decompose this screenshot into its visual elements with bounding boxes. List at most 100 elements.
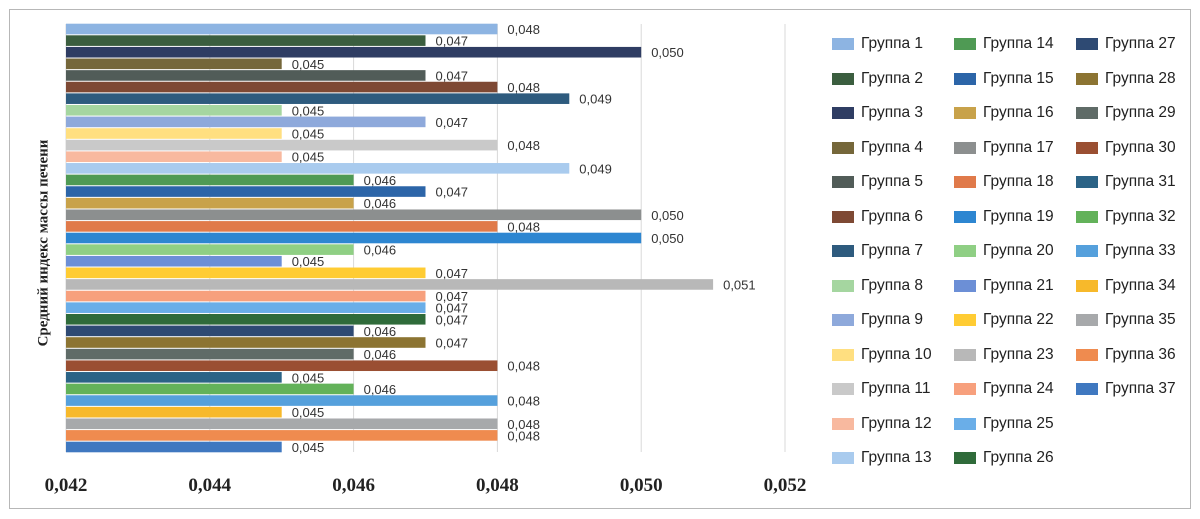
legend-swatch	[954, 417, 976, 430]
legend-swatch	[954, 279, 976, 292]
legend-item: Группа 8	[832, 269, 954, 304]
legend: Группа 1 Группа 2 Группа 3 Группа 4 Группа 5…	[832, 27, 1192, 507]
legend-swatch	[832, 417, 854, 430]
bar-value-label: 0,047	[436, 185, 469, 200]
legend-item: Группа 15	[954, 62, 1076, 97]
legend-swatch	[832, 38, 854, 51]
legend-swatch	[832, 245, 854, 258]
legend-item: Группа 9	[832, 303, 954, 338]
chart-frame: 0,048 0,047 0,050 0,045 0,047 0,048 0,049 0,045…	[9, 9, 1191, 509]
bar-value-label: 0,047	[436, 68, 469, 83]
bar-chart-plot: 0,048 0,047 0,050 0,045 0,047 0,048 0,049 0,045…	[45, 22, 807, 496]
bar-25	[66, 302, 426, 313]
legend-item: Группа 21	[954, 269, 1076, 304]
legend-item: Группа 25	[954, 407, 1076, 442]
legend-item: Группа 7	[832, 234, 954, 269]
bar-value-label: 0,045	[292, 405, 325, 420]
bar-6	[66, 81, 498, 93]
bar-value-label: 0,047	[436, 312, 469, 327]
legend-label: Группа 13	[861, 449, 932, 467]
legend-item: Группа 14	[954, 27, 1076, 62]
legend-label: Группа 14	[983, 35, 1054, 53]
legend-item: Группа 2	[832, 62, 954, 97]
legend-label: Группа 22	[983, 311, 1054, 329]
legend-item: Группа 37	[1076, 372, 1192, 407]
bar-value-label: 0,046	[364, 243, 397, 258]
legend-item: Группа 30	[1076, 131, 1192, 166]
legend-label: Группа 1	[861, 35, 924, 53]
bar-7	[66, 93, 570, 104]
bar-10	[66, 128, 282, 139]
bar-value-label: 0,046	[364, 324, 397, 339]
legend-label: Группа 15	[983, 69, 1054, 87]
legend-label: Группа 36	[1105, 345, 1176, 363]
bar-11	[66, 139, 498, 151]
bar-22	[66, 267, 426, 279]
bar-32	[66, 383, 354, 395]
legend-label: Группа 10	[861, 345, 932, 363]
legend-item: Группа 18	[954, 165, 1076, 200]
legend-label: Группа 6	[861, 207, 924, 225]
legend-item: Группа 35	[1076, 303, 1192, 338]
legend-swatch	[954, 348, 976, 361]
bar-value-label: 0,046	[364, 196, 397, 211]
legend-item: Группа 1	[832, 27, 954, 62]
bar-value-label: 0,046	[364, 382, 397, 397]
bar-3	[66, 46, 642, 58]
bar-15	[66, 186, 426, 197]
bar-value-label: 0,047	[436, 301, 469, 316]
bar-4	[66, 58, 282, 70]
bar-16	[66, 197, 354, 209]
bar-value-label: 0,050	[651, 208, 684, 223]
legend-label: Группа 8	[861, 276, 924, 294]
legend-label: Группа 24	[983, 380, 1054, 398]
bar-34	[66, 406, 282, 418]
bar-1	[66, 23, 498, 35]
bar-value-label: 0,048	[507, 394, 540, 409]
bar-value-label: 0,051	[723, 277, 756, 292]
bar-36	[66, 430, 498, 441]
bar-value-label: 0,049	[579, 92, 612, 107]
bar-value-label: 0,047	[436, 34, 469, 49]
legend-swatch	[1076, 210, 1098, 223]
bar-2	[66, 35, 426, 46]
legend-label: Группа 2	[861, 69, 924, 87]
y-axis-label: Средний индекс массы печени	[35, 139, 52, 347]
legend-label: Группа 3	[861, 104, 924, 122]
bar-value-label: 0,048	[507, 80, 540, 95]
x-tick-label: 0,046	[332, 475, 375, 496]
legend-swatch	[954, 176, 976, 189]
bar-8	[66, 104, 282, 116]
legend-swatch	[1076, 176, 1098, 189]
legend-item: Группа 16	[954, 96, 1076, 131]
bar-value-label: 0,046	[364, 173, 397, 188]
legend-label: Группа 7	[861, 242, 924, 260]
legend-label: Группа 19	[983, 207, 1054, 225]
legend-item: Группа 4	[832, 131, 954, 166]
bar-35	[66, 418, 498, 430]
legend-label: Группа 37	[1105, 380, 1176, 398]
legend-item: Группа 20	[954, 234, 1076, 269]
legend-swatch	[954, 245, 976, 258]
x-tick-label: 0,042	[45, 475, 88, 496]
legend-swatch	[832, 141, 854, 154]
bar-37	[66, 441, 282, 453]
legend-swatch	[954, 210, 976, 223]
legend-item: Группа 32	[1076, 200, 1192, 235]
bar-value-label: 0,045	[292, 57, 325, 72]
legend-label: Группа 30	[1105, 138, 1176, 156]
legend-item: Группа 33	[1076, 234, 1192, 269]
legend-swatch	[1076, 245, 1098, 258]
bar-9	[66, 116, 426, 128]
legend-swatch	[954, 452, 976, 465]
bar-value-label: 0,048	[507, 428, 540, 443]
bar-23	[66, 279, 714, 290]
bar-value-label: 0,048	[507, 417, 540, 432]
bar-value-label: 0,048	[507, 219, 540, 234]
legend-swatch	[832, 348, 854, 361]
bar-27	[66, 325, 354, 337]
bar-21	[66, 255, 282, 267]
legend-label: Группа 34	[1105, 276, 1176, 294]
legend-item: Группа 10	[832, 338, 954, 373]
legend-label: Группа 5	[861, 173, 924, 191]
